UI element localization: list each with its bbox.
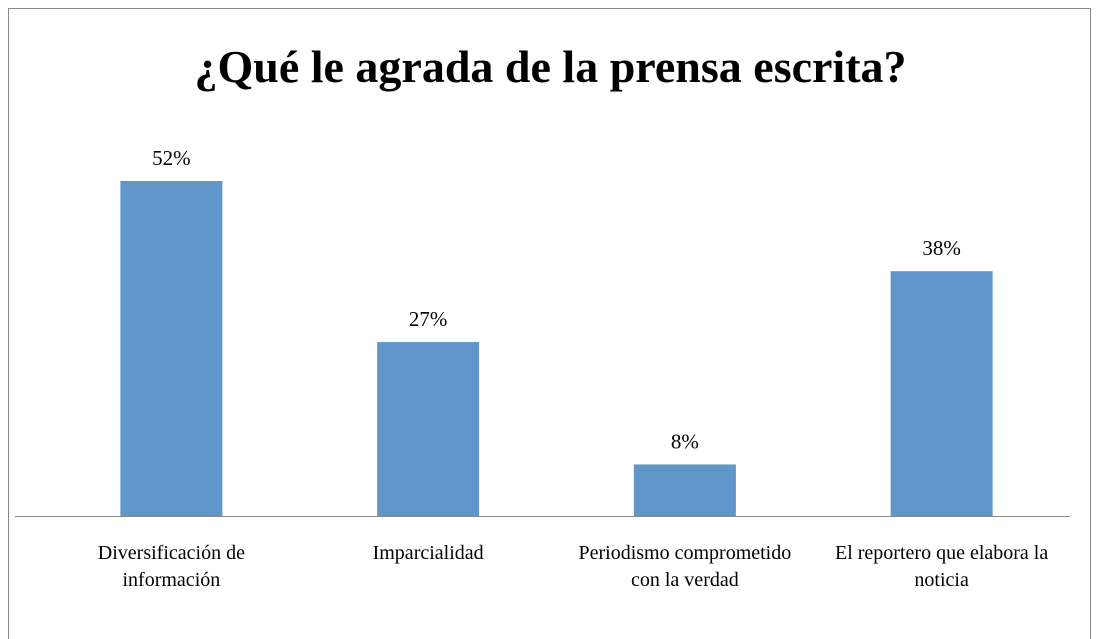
x-tick-label: Diversificación de información bbox=[97, 542, 245, 591]
x-tick-label: El reportero que elabora la noticia bbox=[835, 542, 1049, 591]
bar bbox=[377, 342, 480, 516]
bar bbox=[890, 271, 993, 516]
data-label: 38% bbox=[922, 236, 961, 260]
x-tick-label: Periodismo comprometido con la verdad bbox=[578, 542, 792, 591]
bar bbox=[633, 464, 736, 516]
data-label: 8% bbox=[671, 429, 699, 453]
x-tick-label: Imparcialidad bbox=[372, 542, 484, 564]
bar bbox=[120, 181, 223, 516]
chart-title: ¿Qué le agrada de la prensa escrita? bbox=[194, 41, 907, 92]
data-label: 27% bbox=[409, 307, 448, 331]
data-label: 52% bbox=[152, 146, 191, 170]
chart-frame bbox=[8, 8, 1091, 639]
